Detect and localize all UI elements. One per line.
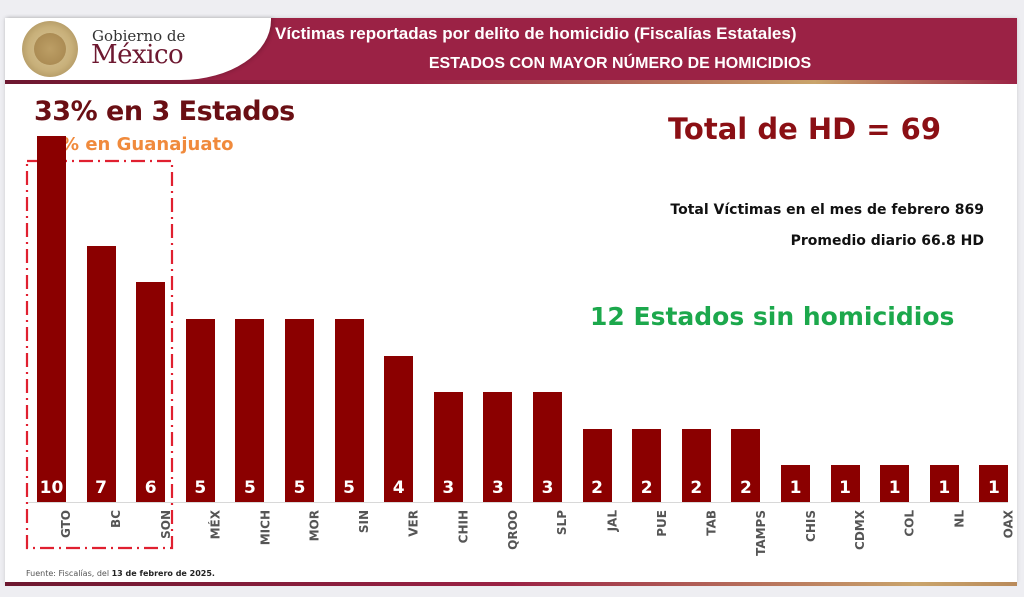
bar-value-label: 2: [640, 477, 653, 498]
category-label: MOR: [307, 510, 322, 542]
source-prefix: Fuente: Fiscalías, del: [26, 569, 112, 578]
category-label: MÉX: [208, 510, 223, 540]
category-label: COL: [902, 510, 917, 537]
category-label: JAL: [605, 510, 620, 532]
bar-sin: 5: [334, 319, 364, 502]
bar-pue: 2: [632, 428, 662, 502]
category-label: SON: [158, 510, 173, 539]
states-without-homicides: 12 Estados sin homicidios: [590, 302, 955, 331]
bar-value-label: 1: [839, 477, 852, 498]
total-victims: Total Víctimas en el mes de febrero 869: [670, 202, 984, 218]
category-label: NL: [952, 510, 967, 528]
eagle-emblem-icon: [34, 33, 66, 65]
bar-tab: 2: [681, 428, 711, 502]
bar-tamps: 2: [731, 428, 761, 502]
bar-value-label: 1: [789, 477, 802, 498]
bar-value-label: 5: [343, 478, 356, 498]
bar-oax: 1: [979, 465, 1009, 502]
x-tick-label: OAX: [972, 510, 1024, 570]
category-label: SIN: [357, 510, 372, 534]
bar-value-label: 2: [591, 477, 604, 498]
bar-ver: 4: [384, 355, 414, 502]
total-hd: Total de HD = 69: [668, 112, 942, 146]
bar-value-label: 4: [392, 477, 405, 498]
chart-title: Víctimas reportadas por delito de homici…: [275, 24, 797, 43]
bar-mich: 5: [235, 319, 265, 502]
category-label: QROO: [505, 510, 520, 550]
bar-value-label: 3: [491, 477, 504, 498]
bar-qroo: 3: [483, 392, 513, 502]
category-label: TAB: [704, 510, 719, 536]
chart-subtitle: ESTADOS CON MAYOR NÚMERO DE HOMICIDIOS: [428, 55, 812, 72]
category-label: VER: [406, 510, 421, 537]
guanajuato-annotation: 15% en Guanajuato: [36, 134, 234, 155]
daily-average: Promedio diario 66.8 HD: [790, 233, 984, 249]
category-label: BC: [109, 510, 124, 528]
category-label: OAX: [1001, 510, 1016, 539]
bar-chis: 1: [781, 465, 810, 502]
category-label: CHIH: [456, 510, 471, 544]
bar-value-label: 5: [243, 478, 256, 498]
bar-value-label: 2: [739, 477, 752, 498]
bar-méx: 5: [185, 319, 215, 502]
source-date: 13 de febrero de 2025.: [111, 569, 215, 578]
bar-value-label: 1: [987, 477, 1000, 498]
bar-value-label: 5: [194, 478, 207, 498]
bar-mor: 5: [285, 319, 314, 502]
bar-value-label: 3: [442, 477, 455, 498]
category-label: CHIS: [803, 510, 818, 542]
bar-nl: 1: [929, 465, 959, 502]
category-label: MICH: [257, 510, 272, 546]
bar-value-label: 10: [39, 478, 64, 498]
category-label: PUE: [654, 510, 669, 537]
bar-col: 1: [880, 465, 910, 502]
bar-value-label: 5: [293, 478, 306, 498]
bar-value-label: 1: [888, 477, 901, 498]
header-stripe: [5, 80, 1017, 84]
x-axis-baseline: [28, 502, 1008, 503]
bar-value-label: 1: [938, 477, 951, 498]
gov-line2: México: [91, 40, 184, 70]
bar-value-label: 7: [95, 477, 108, 498]
coat-of-arms-icon: [22, 21, 78, 77]
bar-gto: 10: [37, 136, 66, 502]
top-states-annotation: 33% en 3 Estados: [34, 96, 295, 127]
category-label: CDMX: [853, 510, 868, 550]
bar-value-label: 3: [541, 477, 554, 498]
category-label: SLP: [555, 510, 570, 536]
footer-stripe: [5, 582, 1017, 586]
bar-value-label: 2: [690, 477, 703, 498]
bar-jal: 2: [582, 428, 612, 502]
bar-cdmx: 1: [830, 465, 860, 502]
gov-line1: Gobierno de: [92, 27, 186, 45]
bar-son: 6: [136, 282, 166, 502]
category-label: GTO: [59, 510, 74, 539]
bar-bc: 7: [86, 245, 116, 502]
category-label: TAMPS: [753, 510, 768, 556]
bar-slp: 3: [533, 392, 562, 502]
bar-value-label: 6: [144, 477, 157, 498]
source-note: Fuente: Fiscalías, del 13 de febrero de …: [26, 569, 215, 578]
bar-chih: 3: [433, 392, 463, 502]
